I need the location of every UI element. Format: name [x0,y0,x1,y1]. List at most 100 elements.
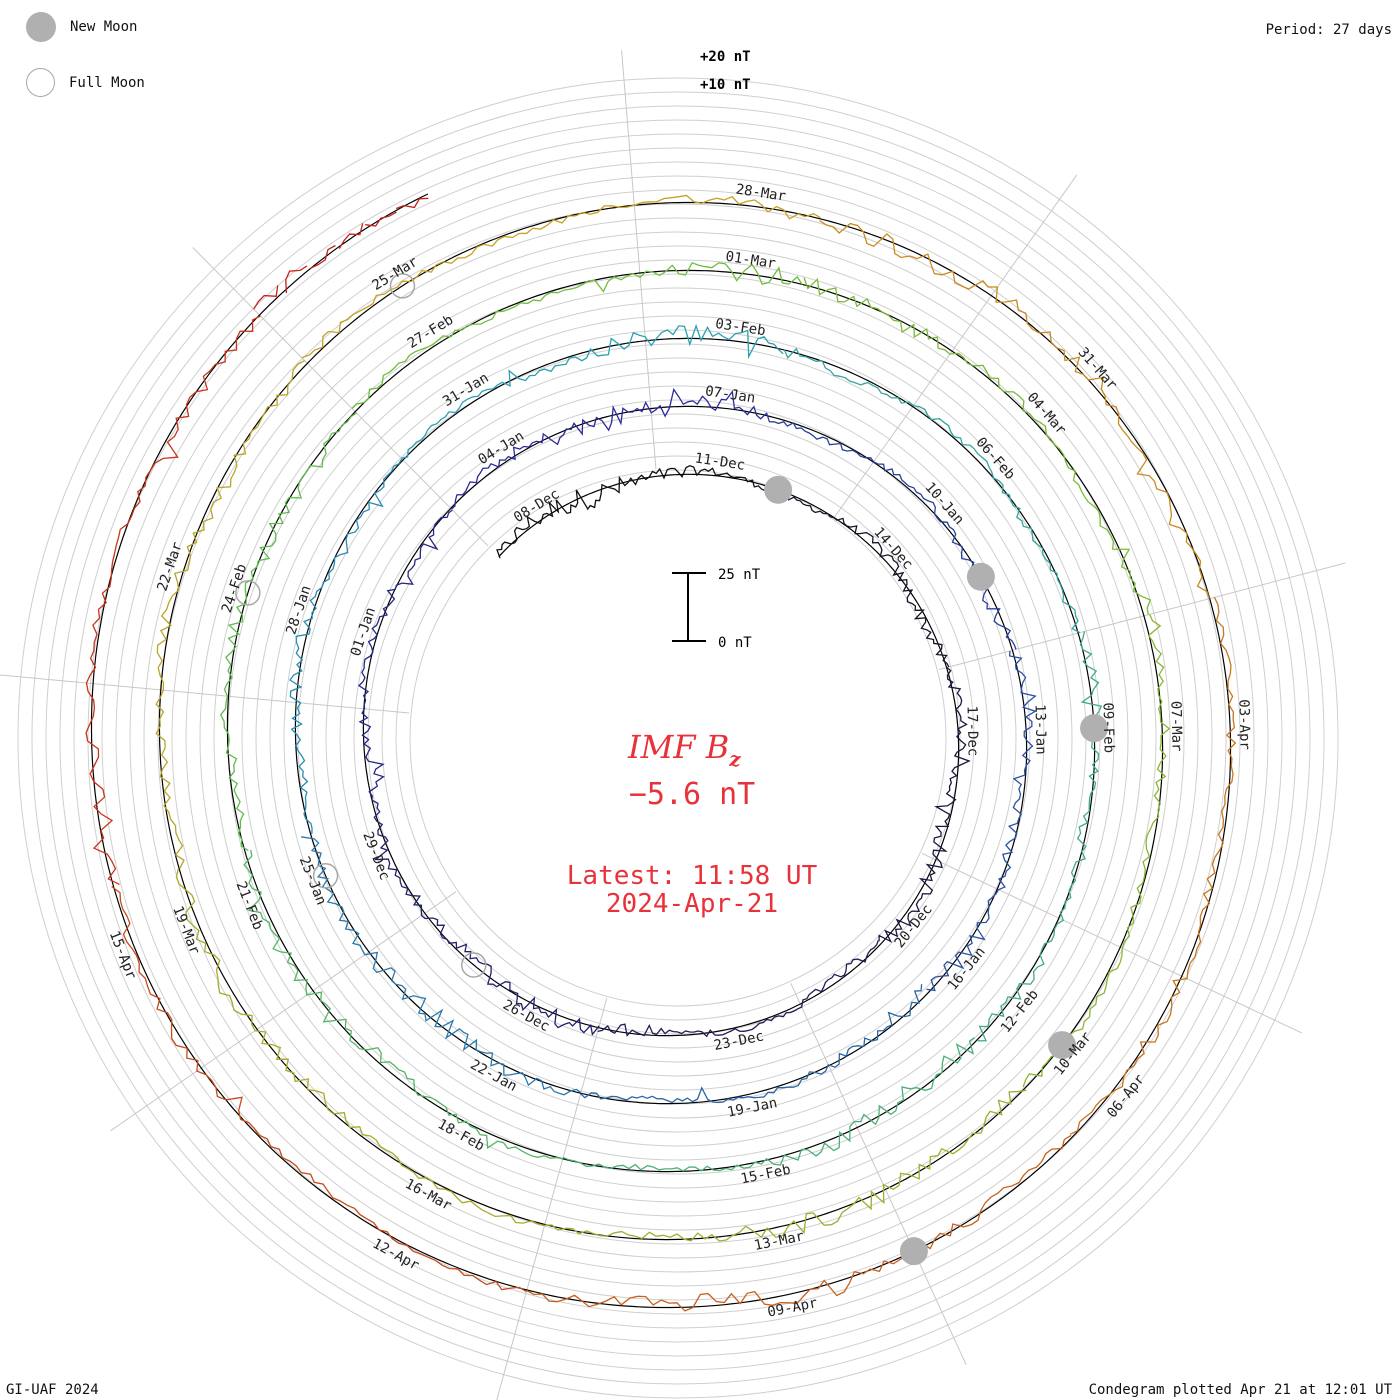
grid-circle [185,245,1171,1231]
trace-rotation-4 [175,868,545,1227]
new-moon-marker [899,1237,928,1266]
grid-circle [73,133,1283,1343]
trace-rotation-6 [338,223,364,250]
grid-circle [129,189,1227,1287]
legend-full-moon-label: Full Moon [69,74,145,91]
spoke-line [833,174,1078,518]
new-moon-marker [1048,1031,1077,1060]
grid-circle [241,301,1115,1175]
trace-rotation-5 [526,1134,1072,1312]
trace-rotation-6 [395,197,429,210]
date-label: 19-Jan [726,1095,779,1121]
legend-new-moon: New Moon [26,12,137,42]
trace-rotation-5 [85,315,261,885]
date-label: 23-Dec [713,1028,766,1054]
grid-circle [199,259,1157,1217]
period-label: Period: 27 days [1265,22,1392,38]
date-label: 06-Feb [972,434,1017,483]
date-label: 19-Mar [169,904,202,957]
latest-time: Latest: 11:58 UT [567,861,818,891]
date-label: 07-Mar [1167,701,1184,752]
spoke-line [939,562,1346,671]
trace-rotation-1 [496,464,749,559]
trace-rotation-3 [400,323,784,459]
grid-circle [59,119,1297,1357]
date-label: 15-Apr [106,929,139,982]
spoke-lines [0,50,1346,1400]
date-label: 13-Mar [753,1228,806,1254]
trace-rotation-4 [544,1089,1027,1242]
legend-new-moon-label: New Moon [70,19,138,35]
ring-label-10: +10 nT [700,77,751,93]
date-label: 31-Jan [440,370,492,410]
spoke-line [790,983,967,1366]
trace-rotation-3 [562,1037,975,1172]
spoke-line [496,998,608,1400]
current-value: −5.6 nT [629,777,755,812]
trace-rotation-6 [310,244,336,269]
trace-rotation-1 [597,940,879,1038]
scale-top-label: 25 nT [718,567,761,583]
date-label: 25-Jan [296,854,329,907]
bz-data-trace [85,194,1237,1312]
date-label: 01-Mar [724,249,776,272]
trace-rotation-5 [819,220,1210,599]
grid-circle [213,273,1143,1203]
ring-label-20: +20 nT [700,49,751,65]
trace-rotation-2 [926,650,1037,992]
new-moon-marker [966,562,995,591]
spoke-line [921,852,1302,1034]
date-label: 03-Apr [1235,699,1252,750]
date-label: 28-Mar [735,182,787,205]
trace-rotation-1 [748,479,950,668]
trace-rotation-2 [289,458,403,835]
spoke-line [192,247,489,547]
plotted-label: Condegram plotted Apr 21 at 12:01 UT [1088,1382,1392,1398]
trace-rotation-4 [351,261,803,409]
trace-rotation-6 [365,211,397,227]
full-moon-marker [312,863,339,889]
grid-circle [157,217,1199,1259]
trace-rotation-6 [285,265,308,294]
trace-rotation-4 [155,360,306,869]
grid-circle [17,77,1339,1399]
trace-rotation-2 [580,984,923,1104]
grid-circle [45,105,1311,1371]
trace-rotation-3 [977,631,1103,1042]
new-moon-marker [1080,714,1109,743]
full-moon-marker [235,580,261,606]
date-label: 13-Jan [1031,704,1048,755]
date-label: 17-Dec [963,706,980,757]
grid-circle [325,385,1031,1091]
grid-circle [101,161,1255,1315]
trace-rotation-1 [373,817,600,1036]
grid-circle [143,203,1213,1273]
grid-circle [409,469,947,1007]
trace-rotation-4 [803,277,1152,615]
date-label: 07-Jan [704,383,756,406]
trace-rotation-2 [451,387,768,510]
scale-bottom-label: 0 nT [718,635,752,651]
grid-circle [87,147,1269,1329]
legend-full-moon: Full Moon [26,68,145,97]
trace-rotation-5 [301,194,821,359]
grid-circle [31,91,1325,1385]
spoke-line [110,891,457,1132]
date-label: 29-Dec [359,830,392,883]
grid-circle [381,441,975,1035]
trace-rotation-6 [253,285,279,310]
moon-markers [235,273,1109,1266]
date-label: 03-Feb [714,316,766,339]
spoke-line [621,50,657,469]
title-main: IMF B [627,728,729,766]
full-moon-marker [389,273,416,299]
trace-rotation-3 [219,412,357,852]
date-label: 09-Feb [1099,702,1116,753]
date-label: 20-Dec [892,902,936,952]
date-label: 15-Feb [739,1162,792,1188]
grid-circle [353,413,1003,1063]
trace-rotation-5 [111,885,527,1293]
grid-circle [171,231,1185,1245]
credit-label: GI-UAF 2024 [6,1382,99,1398]
